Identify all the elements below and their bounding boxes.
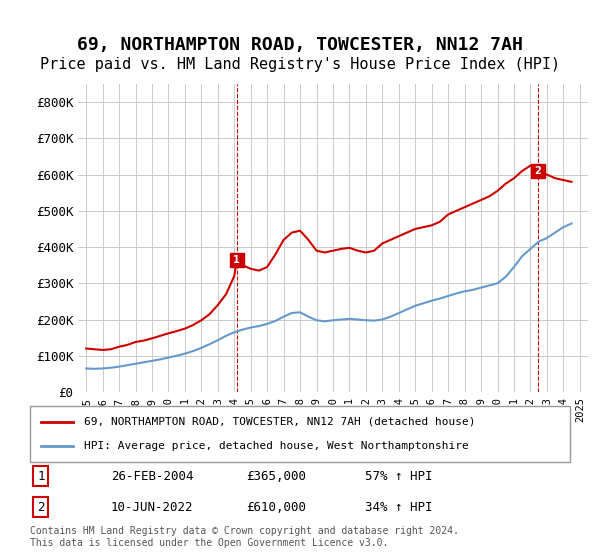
Text: Price paid vs. HM Land Registry's House Price Index (HPI): Price paid vs. HM Land Registry's House … — [40, 57, 560, 72]
Text: £365,000: £365,000 — [246, 470, 306, 483]
Text: Contains HM Land Registry data © Crown copyright and database right 2024.
This d: Contains HM Land Registry data © Crown c… — [30, 526, 459, 548]
Text: 10-JUN-2022: 10-JUN-2022 — [111, 501, 193, 514]
Text: 69, NORTHAMPTON ROAD, TOWCESTER, NN12 7AH (detached house): 69, NORTHAMPTON ROAD, TOWCESTER, NN12 7A… — [84, 417, 476, 427]
Text: 26-FEB-2004: 26-FEB-2004 — [111, 470, 193, 483]
Text: 2: 2 — [37, 501, 44, 514]
Text: 2: 2 — [534, 166, 541, 176]
Text: HPI: Average price, detached house, West Northamptonshire: HPI: Average price, detached house, West… — [84, 441, 469, 451]
Text: 34% ↑ HPI: 34% ↑ HPI — [365, 501, 432, 514]
Text: £610,000: £610,000 — [246, 501, 306, 514]
Text: 1: 1 — [233, 255, 240, 265]
Text: 57% ↑ HPI: 57% ↑ HPI — [365, 470, 432, 483]
Text: 69, NORTHAMPTON ROAD, TOWCESTER, NN12 7AH: 69, NORTHAMPTON ROAD, TOWCESTER, NN12 7A… — [77, 36, 523, 54]
Text: 1: 1 — [37, 470, 44, 483]
FancyBboxPatch shape — [30, 406, 570, 462]
